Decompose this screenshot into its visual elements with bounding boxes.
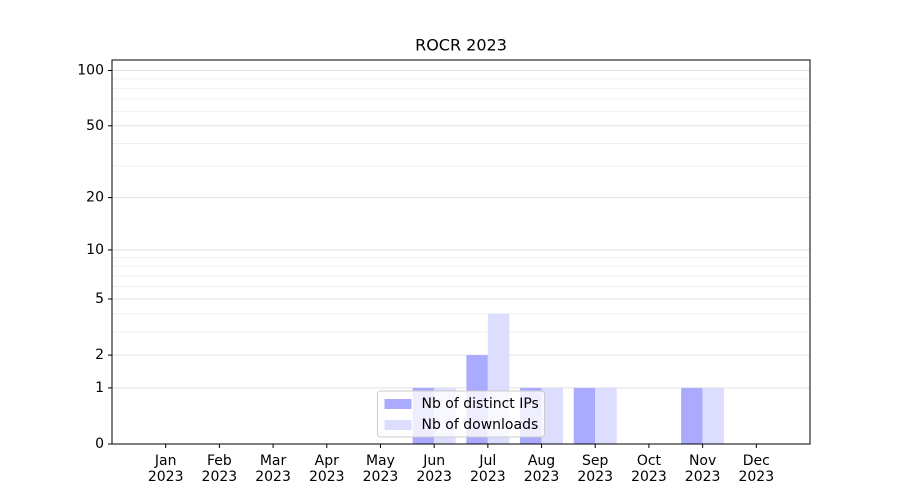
x-tick-label: Oct 2023 bbox=[631, 453, 667, 485]
x-tick-label: Nov 2023 bbox=[684, 453, 721, 485]
x-tick-label: Mar 2023 bbox=[255, 453, 291, 485]
x-tick-label: Feb 2023 bbox=[201, 453, 238, 485]
x-tick-label: Sep 2023 bbox=[577, 453, 614, 485]
bar bbox=[595, 387, 617, 444]
legend-label: Nb of downloads bbox=[422, 417, 539, 433]
bar bbox=[702, 387, 725, 444]
legend-swatch bbox=[384, 420, 412, 430]
y-tick-label: 1 bbox=[95, 380, 104, 396]
x-tick-label: May 2023 bbox=[362, 453, 399, 485]
legend-box bbox=[377, 390, 545, 438]
x-tick-label: Apr 2023 bbox=[308, 453, 345, 485]
x-tick-label: Jul 2023 bbox=[470, 453, 506, 485]
y-tick-label: 5 bbox=[95, 291, 104, 307]
x-tick-label: Aug 2023 bbox=[523, 453, 560, 485]
legend-label: Nb of distinct IPs bbox=[422, 396, 539, 412]
y-tick-label: 10 bbox=[86, 242, 104, 258]
bar bbox=[541, 387, 564, 444]
y-tick-label: 100 bbox=[77, 63, 104, 79]
bar bbox=[573, 387, 596, 444]
plot-frame bbox=[111, 59, 811, 445]
y-tick-label: 0 bbox=[95, 436, 104, 452]
x-tick-label: Jan 2023 bbox=[147, 453, 184, 485]
bar bbox=[681, 387, 703, 444]
y-tick-label: 2 bbox=[95, 347, 104, 363]
chart-title: ROCR 2023 bbox=[415, 36, 507, 55]
y-tick-label: 50 bbox=[86, 118, 104, 134]
y-tick-label: 20 bbox=[86, 190, 104, 206]
legend-swatch bbox=[384, 399, 412, 409]
x-tick-label: Jun 2023 bbox=[416, 453, 452, 485]
x-tick-label: Dec 2023 bbox=[738, 453, 775, 485]
